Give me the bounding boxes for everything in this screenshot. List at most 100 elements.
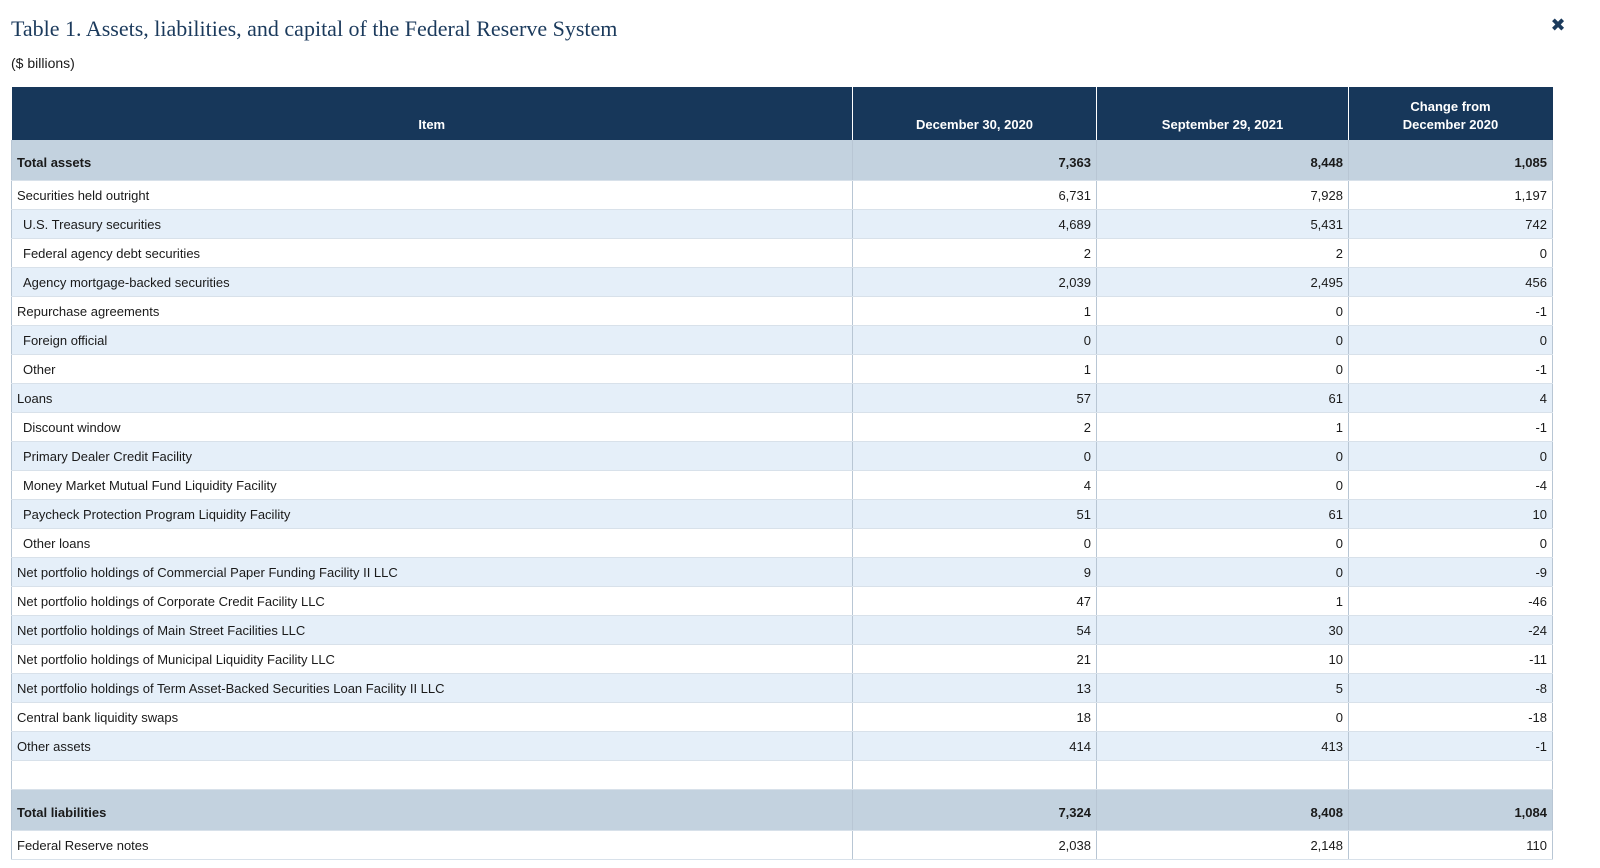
cell-change: -11 [1348,644,1553,674]
row-label: Total assets [11,140,853,181]
cell-sep-2021: 0 [1096,702,1349,732]
cell-sep-2021 [1096,760,1349,790]
row-label: Agency mortgage-backed securities [11,267,853,297]
cell-sep-2021: 1 [1096,412,1349,442]
cell-sep-2021: 5 [1096,673,1349,703]
cell-change: 1,085 [1348,140,1553,181]
cell-change: 4 [1348,383,1553,413]
table-row: Other assets 414 413 -1 [11,731,1553,761]
table-row: Total assets 7,363 8,448 1,085 [11,140,1553,181]
cell-sep-2021: 0 [1096,557,1349,587]
cell-sep-2021: 5,431 [1096,209,1349,239]
cell-dec-2020: 2 [852,412,1097,442]
column-header-change-line2: December 2020 [1402,117,1499,132]
cell-sep-2021: 10 [1096,644,1349,674]
cell-change: 0 [1348,325,1553,355]
cell-change: -9 [1348,557,1553,587]
cell-sep-2021: 8,448 [1096,140,1349,181]
row-label: Net portfolio holdings of Main Street Fa… [11,615,853,645]
cell-change: -1 [1348,412,1553,442]
row-label: Discount window [11,412,853,442]
cell-dec-2020 [852,760,1097,790]
column-header-sep-2021: September 29, 2021 [1096,87,1349,140]
cell-sep-2021: 30 [1096,615,1349,645]
table-row: Agency mortgage-backed securities 2,039 … [11,267,1553,297]
row-label: Securities held outright [11,180,853,210]
table-row: Loans 57 61 4 [11,383,1553,413]
row-label: Foreign official [11,325,853,355]
table-row: Net portfolio holdings of Main Street Fa… [11,615,1553,645]
cell-dec-2020: 1 [852,354,1097,384]
cell-sep-2021: 0 [1096,325,1349,355]
cell-change: 0 [1348,238,1553,268]
table-row: Securities held outright 6,731 7,928 1,1… [11,180,1553,210]
table-row: Paycheck Protection Program Liquidity Fa… [11,499,1553,529]
cell-dec-2020: 21 [852,644,1097,674]
table-row: U.S. Treasury securities 4,689 5,431 742 [11,209,1553,239]
cell-dec-2020: 7,363 [852,140,1097,181]
cell-dec-2020: 0 [852,528,1097,558]
cell-dec-2020: 2,039 [852,267,1097,297]
column-header-change-line1: Change from [1410,99,1491,114]
table-units-subtitle: ($ billions) [11,55,75,71]
row-label: Net portfolio holdings of Commercial Pap… [11,557,853,587]
column-header-dec-2020: December 30, 2020 [852,87,1097,140]
row-label: Primary Dealer Credit Facility [11,441,853,471]
table-row: Discount window 2 1 -1 [11,412,1553,442]
cell-sep-2021: 2,495 [1096,267,1349,297]
row-label: Paycheck Protection Program Liquidity Fa… [11,499,853,529]
cell-change: -1 [1348,731,1553,761]
row-label: Other [11,354,853,384]
cell-change: -46 [1348,586,1553,616]
cell-sep-2021: 61 [1096,383,1349,413]
cell-sep-2021: 1 [1096,586,1349,616]
cell-change: 0 [1348,528,1553,558]
row-label: Federal agency debt securities [11,238,853,268]
row-label: Other loans [11,528,853,558]
table-row: Net portfolio holdings of Commercial Pap… [11,557,1553,587]
cell-dec-2020: 54 [852,615,1097,645]
cell-dec-2020: 18 [852,702,1097,732]
cell-sep-2021: 7,928 [1096,180,1349,210]
table-row: Repurchase agreements 1 0 -1 [11,296,1553,326]
table-container: Item December 30, 2020 September 29, 202… [11,87,1553,860]
table-row: Other loans 0 0 0 [11,528,1553,558]
cell-dec-2020: 1 [852,296,1097,326]
cell-sep-2021: 0 [1096,528,1349,558]
cell-dec-2020: 57 [852,383,1097,413]
cell-dec-2020: 6,731 [852,180,1097,210]
cell-sep-2021: 0 [1096,354,1349,384]
table-header-row: Item December 30, 2020 September 29, 202… [11,87,1553,140]
cell-dec-2020: 51 [852,499,1097,529]
table-row: Foreign official 0 0 0 [11,325,1553,355]
row-label [11,760,853,790]
row-label: U.S. Treasury securities [11,209,853,239]
column-header-item: Item [11,87,853,140]
cell-change: -1 [1348,354,1553,384]
cell-dec-2020: 2,038 [852,830,1097,860]
balance-sheet-table: Item December 30, 2020 September 29, 202… [11,87,1553,860]
close-icon[interactable]: ✖ [1548,14,1568,38]
cell-change: -24 [1348,615,1553,645]
cell-dec-2020: 7,324 [852,789,1097,831]
table-row: Other 1 0 -1 [11,354,1553,384]
cell-change [1348,760,1553,790]
cell-dec-2020: 4 [852,470,1097,500]
cell-change: 742 [1348,209,1553,239]
cell-change: -1 [1348,296,1553,326]
row-label: Central bank liquidity swaps [11,702,853,732]
cell-change: 1,197 [1348,180,1553,210]
cell-sep-2021: 0 [1096,470,1349,500]
cell-sep-2021: 2,148 [1096,830,1349,860]
table-row: Federal agency debt securities 2 2 0 [11,238,1553,268]
row-label: Repurchase agreements [11,296,853,326]
cell-dec-2020: 2 [852,238,1097,268]
cell-dec-2020: 13 [852,673,1097,703]
table-row: Net portfolio holdings of Municipal Liqu… [11,644,1553,674]
row-label: Net portfolio holdings of Term Asset-Bac… [11,673,853,703]
table-row: Federal Reserve notes 2,038 2,148 110 [11,830,1553,860]
row-label: Money Market Mutual Fund Liquidity Facil… [11,470,853,500]
cell-change: 110 [1348,830,1553,860]
row-label: Federal Reserve notes [11,830,853,860]
cell-change: -18 [1348,702,1553,732]
